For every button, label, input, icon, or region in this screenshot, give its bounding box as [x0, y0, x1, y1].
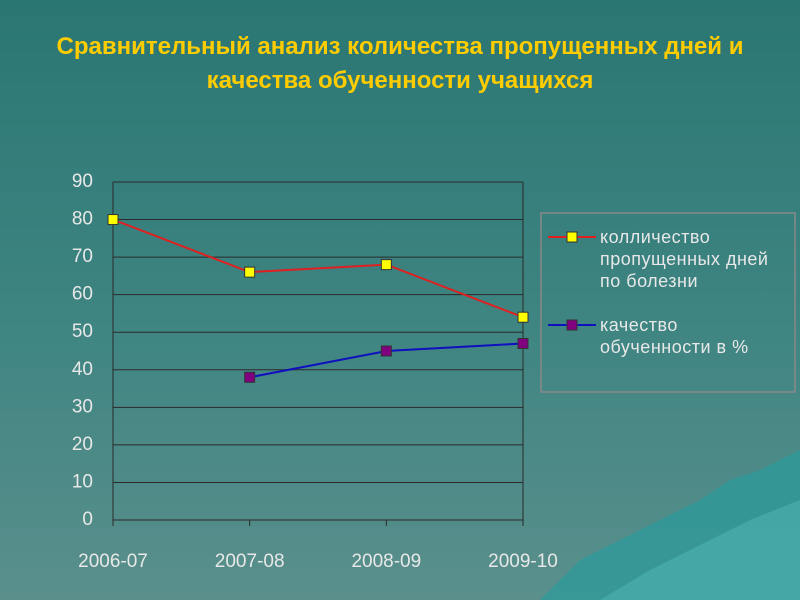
y-tick-label: 20 — [72, 434, 93, 455]
y-tick-label: 80 — [72, 209, 93, 230]
x-tick-label: 2008-09 — [351, 551, 421, 572]
legend-marker — [566, 231, 578, 243]
decor-mountain — [600, 500, 800, 600]
point-marker — [107, 214, 119, 226]
y-tick-label: 10 — [72, 471, 93, 492]
legend-label: качество обученности в % — [600, 315, 749, 357]
legend-marker — [566, 319, 578, 331]
x-tick-label: 2006-07 — [78, 551, 148, 572]
series-line — [112, 218, 524, 319]
y-tick-label: 30 — [72, 396, 93, 417]
y-tick-label: 60 — [72, 284, 93, 305]
point-marker — [380, 345, 392, 357]
y-tick-label: 40 — [72, 359, 93, 380]
point-marker — [517, 311, 529, 323]
y-tick-label: 90 — [72, 171, 93, 192]
point-marker — [244, 266, 256, 278]
legend-box — [540, 212, 796, 393]
legend-label: колличество пропущенных дней по болезни — [600, 227, 769, 291]
x-tick-label: 2007-08 — [215, 551, 285, 572]
y-tick-label: 70 — [72, 246, 93, 267]
point-marker — [244, 371, 256, 383]
y-tick-label: 50 — [72, 321, 93, 342]
chart-title: Сравнительный анализ количества пропущен… — [56, 33, 744, 94]
x-tick-label: 2009-10 — [488, 551, 558, 572]
y-tick-label: 0 — [82, 509, 93, 530]
point-marker — [517, 337, 529, 349]
point-marker — [380, 259, 392, 271]
